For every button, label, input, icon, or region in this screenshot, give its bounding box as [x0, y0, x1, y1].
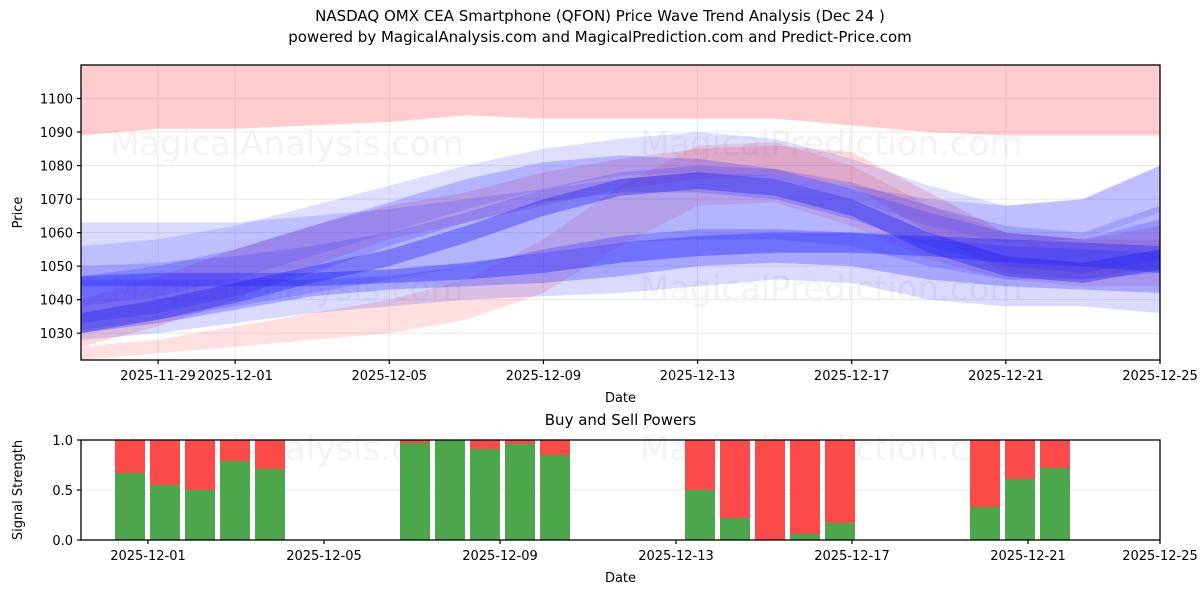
y-axis-ticks: 1030 1040 1050 1060 1070 1080 1090 1100	[40, 93, 81, 342]
bar-sell[interactable]	[1040, 440, 1070, 468]
y-tick-label: 1090	[40, 126, 73, 141]
band-core-blue-band	[81, 232, 1160, 287]
x-tick-label: 2025-12-25	[1122, 369, 1198, 384]
x-tick-label: 2025-12-25	[1122, 549, 1198, 564]
y-tick-label: 1100	[40, 93, 73, 108]
bar-buy[interactable]	[470, 449, 500, 540]
watermark-text: MagicalAnalysis.com	[110, 124, 464, 164]
x-tick-label: 2025-12-21	[990, 549, 1066, 564]
title-line-primary: NASDAQ OMX CEA Smartphone (QFON) Price W…	[315, 7, 885, 25]
y-tick-label: 0.0	[52, 534, 73, 549]
watermark-group: MagicalAnalysis.com MagicalPrediction.com…	[110, 124, 1023, 309]
grid-group	[81, 65, 1160, 360]
price-wave-trend-chart[interactable]: MagicalAnalysis.com MagicalPrediction.com…	[0, 0, 1200, 410]
bar-buy[interactable]	[790, 534, 820, 540]
bar-sell[interactable]	[540, 440, 570, 455]
x-tick-label: 2025-12-01	[197, 369, 273, 384]
bar-buy[interactable]	[1005, 479, 1035, 540]
y-tick-label: 1050	[40, 260, 73, 275]
band-rising-blue-band	[81, 155, 1160, 324]
bar-sell[interactable]	[685, 440, 715, 490]
band-red-spike-band	[81, 142, 1160, 360]
x-tick-label: 2025-12-17	[814, 369, 890, 384]
bar-sell[interactable]	[150, 440, 180, 485]
bar-buy[interactable]	[505, 444, 535, 540]
bar-buy[interactable]	[220, 461, 250, 540]
x-tick-label: 2025-12-01	[110, 549, 186, 564]
bands-group	[81, 65, 1160, 360]
axes-group	[80, 64, 1161, 361]
plot-frame	[80, 64, 1161, 361]
y-axis-title: Signal Strength	[11, 440, 26, 540]
bar-sell[interactable]	[185, 440, 215, 490]
y-tick-label: 1080	[40, 160, 73, 175]
band-upper-light-blue-band	[81, 132, 1160, 307]
watermark-text: MagicalAnalysis.com	[110, 269, 464, 309]
bar-sell[interactable]	[970, 440, 1000, 507]
y-tick-label: 1060	[40, 227, 73, 242]
x-tick-label: 2025-12-21	[968, 369, 1044, 384]
bar-buy[interactable]	[970, 507, 1000, 540]
band-dark-blue-trend-core	[81, 172, 1160, 334]
bars-group	[115, 440, 1070, 540]
watermark-text: MagicalPrediction.com	[640, 269, 1023, 309]
band-upper-red-wave	[81, 145, 1160, 347]
y-tick-label: 1030	[40, 327, 73, 342]
x-tick-label: 2025-11-29	[120, 369, 196, 384]
x-tick-label: 2025-12-05	[352, 369, 428, 384]
bar-sell[interactable]	[1005, 440, 1035, 479]
bar-buy[interactable]	[150, 485, 180, 540]
bar-buy[interactable]	[400, 443, 430, 540]
page-title: NASDAQ OMX CEA Smartphone (QFON) Price W…	[0, 6, 1200, 48]
bar-buy[interactable]	[435, 440, 465, 540]
bar-sell[interactable]	[825, 440, 855, 523]
bar-sell[interactable]	[720, 440, 750, 518]
bar-buy[interactable]	[185, 490, 215, 540]
y-tick-label: 1040	[40, 294, 73, 309]
x-tick-label: 2025-12-13	[638, 549, 714, 564]
bar-sell[interactable]	[115, 440, 145, 473]
bar-buy[interactable]	[685, 490, 715, 540]
bar-buy[interactable]	[720, 518, 750, 540]
band-resistance-red-band	[81, 65, 1160, 136]
x-tick-label: 2025-12-13	[660, 369, 736, 384]
bar-buy[interactable]	[115, 473, 145, 540]
bar-buy[interactable]	[540, 455, 570, 540]
y-axis-ticks: 0.0 0.5 1.0	[52, 434, 81, 549]
band-lower-blue-band	[81, 229, 1160, 334]
x-tick-label: 2025-12-09	[506, 369, 582, 384]
bar-sell[interactable]	[255, 440, 285, 469]
buy-sell-powers-chart[interactable]: MagicalAnalysis.comMagicalPrediction.com…	[0, 405, 1200, 600]
y-tick-label: 0.5	[52, 484, 73, 499]
title-line-secondary: powered by MagicalAnalysis.com and Magic…	[288, 28, 912, 46]
x-tick-label: 2025-12-05	[286, 549, 362, 564]
x-tick-label: 2025-12-17	[814, 549, 890, 564]
bar-sell[interactable]	[400, 440, 430, 443]
band-wide-blue-band-outer	[81, 165, 1160, 340]
bar-buy[interactable]	[255, 469, 285, 540]
x-axis-title: Date	[605, 391, 636, 406]
bar-sell[interactable]	[505, 440, 535, 444]
bar-sell[interactable]	[470, 440, 500, 449]
y-tick-label: 1.0	[52, 434, 73, 449]
watermark-text: MagicalPrediction.com	[640, 124, 1023, 164]
buy-sell-title: Buy and Sell Powers	[545, 411, 697, 429]
bar-sell[interactable]	[755, 440, 785, 540]
bar-sell[interactable]	[790, 440, 820, 534]
y-tick-label: 1070	[40, 193, 73, 208]
bar-buy[interactable]	[825, 523, 855, 540]
x-tick-label: 2025-12-09	[462, 549, 538, 564]
x-axis-ticks: 2025-11-29 2025-12-01 2025-12-05 2025-12-09…	[120, 360, 1198, 384]
x-axis-ticks: 2025-12-01 2025-12-05 2025-12-09 2025-12-13…	[110, 540, 1198, 564]
y-axis-title: Price	[11, 197, 26, 229]
bar-buy[interactable]	[1040, 468, 1070, 540]
x-axis-title: Date	[605, 571, 636, 586]
band-mid-blue-band	[81, 165, 1160, 330]
bar-sell[interactable]	[220, 440, 250, 461]
